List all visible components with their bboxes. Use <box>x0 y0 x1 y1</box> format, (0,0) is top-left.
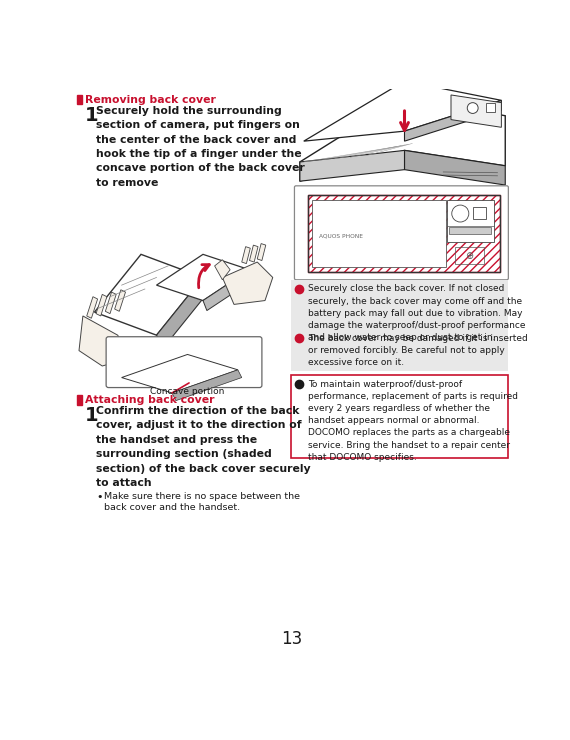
Bar <box>78 395 82 405</box>
Text: AQUOS PHONE: AQUOS PHONE <box>319 233 363 238</box>
Bar <box>291 375 507 458</box>
Polygon shape <box>105 292 116 314</box>
Polygon shape <box>95 255 203 335</box>
Polygon shape <box>405 150 505 185</box>
Circle shape <box>452 205 469 222</box>
Text: Make sure there is no space between the
back cover and the handset.: Make sure there is no space between the … <box>104 491 300 512</box>
Polygon shape <box>215 260 230 280</box>
Bar <box>78 95 82 104</box>
Polygon shape <box>405 101 502 141</box>
Text: ⊕: ⊕ <box>466 251 474 261</box>
Text: To maintain waterproof/dust-proof
performance, replacement of parts is required
: To maintain waterproof/dust-proof perfor… <box>308 380 518 462</box>
Text: The back cover may be damaged if it is inserted
or removed forcibly. Be careful : The back cover may be damaged if it is i… <box>308 334 527 367</box>
Text: Concave portion: Concave portion <box>150 387 225 396</box>
Bar <box>308 195 500 272</box>
Polygon shape <box>79 316 129 366</box>
FancyBboxPatch shape <box>295 186 508 280</box>
Polygon shape <box>300 96 505 181</box>
Polygon shape <box>451 95 502 127</box>
Bar <box>447 200 494 242</box>
Bar <box>474 206 486 219</box>
Text: 1: 1 <box>84 406 98 425</box>
Polygon shape <box>157 278 211 347</box>
Bar <box>455 247 484 264</box>
Polygon shape <box>172 370 242 400</box>
Polygon shape <box>257 243 266 260</box>
Polygon shape <box>87 297 97 318</box>
Circle shape <box>467 103 478 113</box>
Text: 1: 1 <box>84 106 98 125</box>
Bar <box>308 195 500 272</box>
FancyBboxPatch shape <box>106 337 262 388</box>
Text: Attaching back cover: Attaching back cover <box>85 395 215 406</box>
Polygon shape <box>242 246 250 263</box>
Polygon shape <box>115 290 125 312</box>
Text: Removing back cover: Removing back cover <box>85 95 216 105</box>
Polygon shape <box>96 295 107 316</box>
Polygon shape <box>250 245 258 262</box>
Bar <box>291 280 507 371</box>
Bar <box>450 226 491 235</box>
Polygon shape <box>304 81 502 141</box>
Polygon shape <box>157 255 250 300</box>
Bar <box>486 103 495 112</box>
Polygon shape <box>300 150 405 181</box>
Text: Securely close the back cover. If not closed
securely, the back cover may come o: Securely close the back cover. If not cl… <box>308 284 525 342</box>
Text: •: • <box>96 491 103 502</box>
Text: Confirm the direction of the back
cover, adjust it to the direction of
the hands: Confirm the direction of the back cover,… <box>96 406 311 488</box>
Bar <box>311 201 446 266</box>
Text: Securely hold the surrounding
section of camera, put fingers on
the center of th: Securely hold the surrounding section of… <box>96 106 305 188</box>
Polygon shape <box>222 262 273 304</box>
Polygon shape <box>121 354 238 393</box>
Polygon shape <box>203 270 254 311</box>
Text: 13: 13 <box>282 630 303 648</box>
